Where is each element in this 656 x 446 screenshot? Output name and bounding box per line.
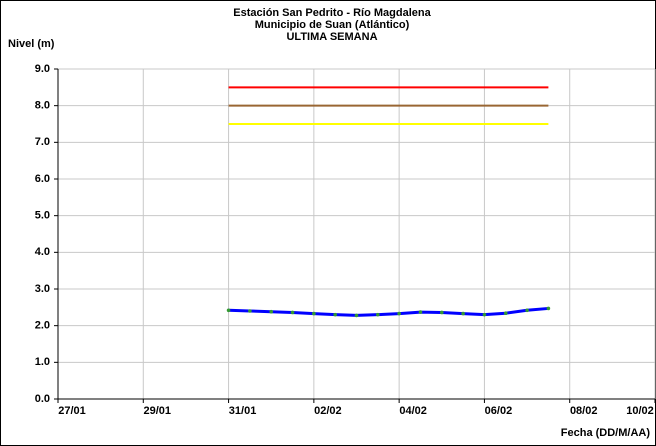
y-tick-label: 6.0 [35,173,50,185]
data-point [269,309,274,314]
y-axis-label: Nivel (m) [8,38,55,50]
x-tick-label: 10/02 [626,405,654,417]
data-point [354,313,359,318]
y-tick-label: 5.0 [35,210,50,222]
x-tick-label: 08/02 [570,405,598,417]
x-tick-label: 31/01 [229,405,257,417]
data-point [376,312,380,317]
y-tick-label: 7.0 [35,136,50,148]
chart-subtitle: ULTIMA SEMANA [286,31,377,43]
y-tick-label: 4.0 [35,246,50,258]
x-axis-label: Fecha (DD/M/AA) [561,427,651,439]
x-tick-label: 04/02 [399,405,427,417]
y-tick-label: 8.0 [35,100,50,112]
data-point [418,310,423,314]
series-line [228,306,549,317]
data-point [525,308,529,313]
y-tick-label: 0.0 [35,393,50,405]
y-tick-label: 2.0 [35,320,50,332]
x-tick-label: 06/02 [485,405,513,417]
y-tick-label: 1.0 [35,356,50,368]
data-point [503,311,508,316]
data-point [312,311,316,316]
chart-subtitle: Municipio de Suan (Atlántico) [255,19,410,31]
x-tick-label: 27/01 [58,405,86,417]
data-point [290,310,295,315]
x-tick-label: 29/01 [144,405,172,417]
y-tick-label: 3.0 [35,283,50,295]
x-tick-label: 02/02 [314,405,342,417]
data-point [248,309,252,313]
data-point [546,306,551,311]
data-point [397,311,401,316]
data-point [482,312,487,317]
y-tick-label: 9.0 [35,63,50,75]
chart-title: Estación San Pedrito - Río Magdalena [233,7,431,19]
data-point [226,308,231,313]
data-point [461,311,465,316]
data-point [333,312,337,317]
data-point [439,310,444,315]
